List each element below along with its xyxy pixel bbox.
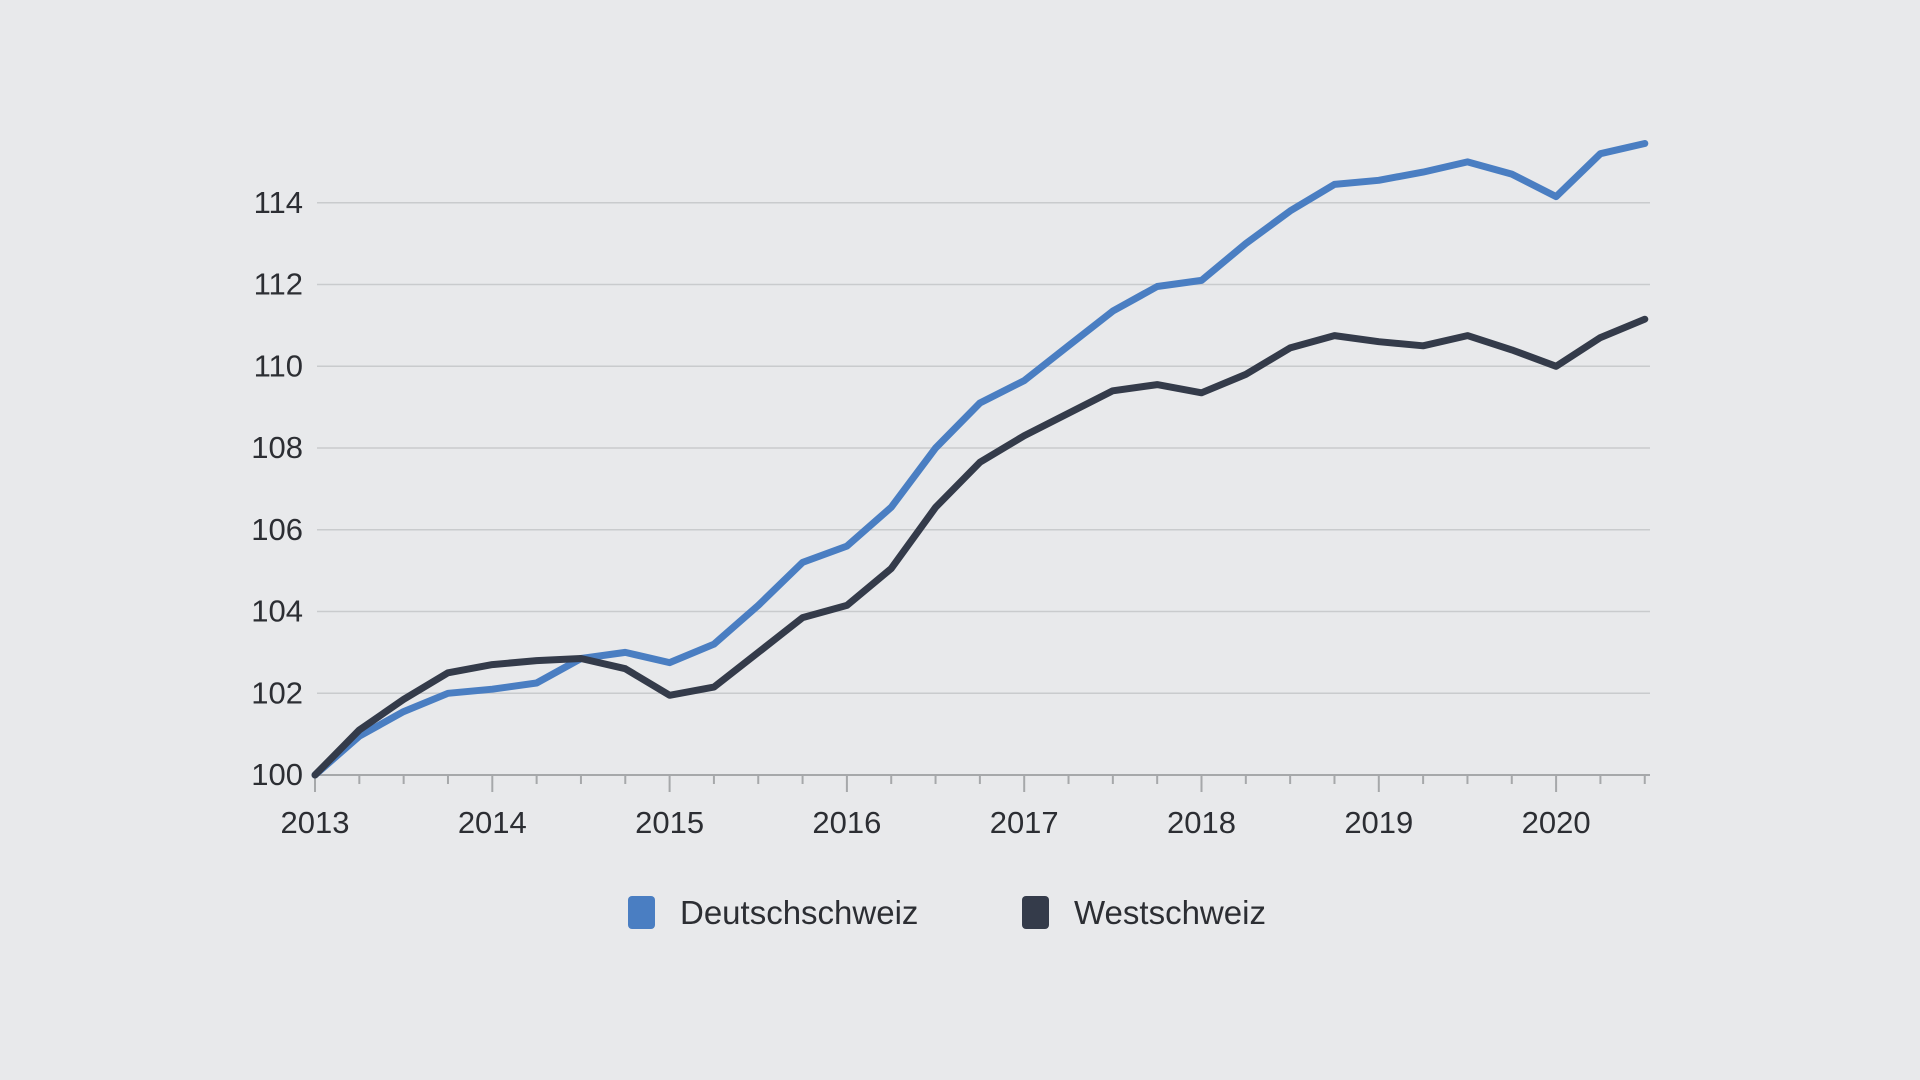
legend-swatch-westschweiz-icon [1022,896,1049,929]
x-tick-label: 2017 [990,805,1059,840]
series-line-deutschschweiz [311,140,1649,779]
legend-label-westschweiz: Westschweiz [1074,894,1266,931]
y-tick-label: 100 [251,757,303,792]
y-tick-label: 110 [254,348,303,383]
y-tick-label: 114 [254,185,303,220]
x-tick-label: 2015 [635,805,704,840]
y-tick-label: 104 [251,594,303,629]
legend-item-westschweiz: Westschweiz [1022,896,1266,929]
x-tick-label: 2020 [1522,805,1591,840]
legend-item-deutschschweiz: Deutschschweiz [628,896,918,929]
x-tick-label: 2018 [1167,805,1236,840]
legend-swatch-deutschschweiz-icon [628,896,655,929]
y-tick-label: 102 [251,675,303,710]
x-tick-label: 2019 [1344,805,1413,840]
x-tick-label: 2014 [458,805,527,840]
x-tick-label: 2016 [812,805,881,840]
y-tick-label: 108 [251,430,303,465]
y-tick-label: 112 [254,267,303,302]
series-line-westschweiz [311,315,1649,779]
legend-label-deutschschweiz: Deutschschweiz [680,894,919,931]
y-tick-label: 106 [251,512,303,547]
x-tick-label: 2013 [281,805,350,840]
